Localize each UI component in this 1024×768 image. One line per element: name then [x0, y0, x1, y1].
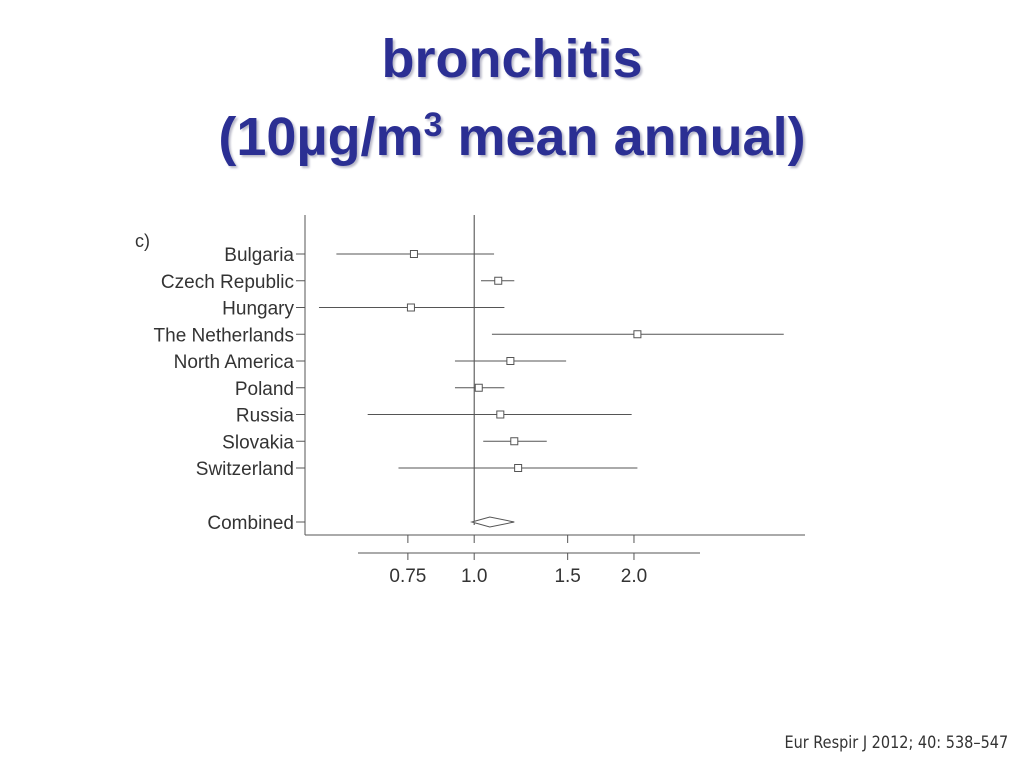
y-tick-label: Switzerland — [196, 459, 294, 480]
y-tick-label: Slovakia — [222, 432, 294, 453]
x-tick-label: 2.0 — [621, 566, 647, 587]
x-tick-label: 1.5 — [554, 566, 580, 587]
point-estimate — [496, 410, 505, 419]
point-estimate — [633, 330, 642, 339]
point-estimate — [514, 464, 523, 472]
subtitle-text: mean annual) — [442, 107, 806, 167]
y-tick-label: Czech Republic — [161, 272, 294, 293]
y-tick-label: Bulgaria — [224, 245, 294, 266]
point-estimate — [494, 276, 503, 285]
y-tick-label: Russia — [236, 406, 295, 427]
point-estimate — [409, 250, 418, 258]
y-tick-label: North America — [174, 352, 295, 373]
point-estimate — [474, 383, 483, 392]
y-tick-label: Hungary — [222, 299, 294, 320]
subtitle-superscript: 3 — [423, 106, 443, 144]
point-estimate — [510, 437, 519, 446]
chart: c) 0.75 1.0 1.5 2.0 Bulgaria Czech Republic Hun… — [135, 215, 805, 587]
y-tick-label: Poland — [235, 379, 294, 400]
x-tick-label: 0.75 — [389, 566, 426, 587]
subtitle-text: (10µg/m — [218, 107, 424, 167]
combined-diamond — [470, 516, 515, 528]
slide-title: bronchitis — [381, 29, 643, 89]
y-tick-label: The Netherlands — [154, 325, 294, 346]
point-estimate — [406, 303, 415, 312]
x-tick-label: 1.0 — [461, 566, 487, 587]
citation: Eur Respir J 2012; 40: 538–547 — [784, 733, 1008, 753]
y-tick-label: Combined — [207, 513, 294, 534]
point-estimate — [506, 357, 515, 365]
panel-label: c) — [135, 231, 150, 251]
slide-subtitle: (10µg/m3 mean annual) — [0, 108, 1024, 164]
